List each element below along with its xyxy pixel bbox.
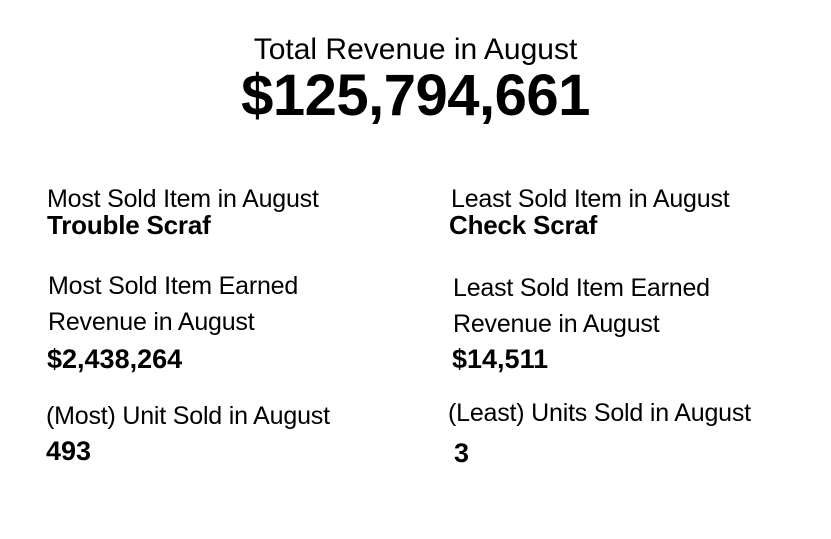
most-units-sold-label: (Most) Unit Sold in August: [46, 402, 330, 430]
least-sold-item-value: Check Scraf: [449, 210, 598, 240]
least-sold-item-label: Least Sold Item in August: [451, 185, 730, 213]
most-sold-revenue-label: Most Sold Item Earned Revenue in August: [48, 272, 299, 336]
most-units-sold-value: 493: [46, 436, 92, 466]
least-units-sold-value: 3: [454, 438, 470, 468]
least-sold-revenue-label: Least Sold Item Earned Revenue in August: [453, 274, 710, 338]
total-revenue-label: Total Revenue in August: [253, 33, 578, 66]
most-sold-revenue-value: $2,438,264: [47, 344, 183, 374]
total-revenue-value: $125,794,661: [241, 63, 590, 128]
most-sold-item-value: Trouble Scraf: [47, 210, 211, 240]
least-units-sold-label: (Least) Units Sold in August: [448, 399, 751, 427]
most-sold-item-label: Most Sold Item in August: [47, 185, 319, 213]
least-sold-revenue-value: $14,511: [452, 344, 549, 374]
